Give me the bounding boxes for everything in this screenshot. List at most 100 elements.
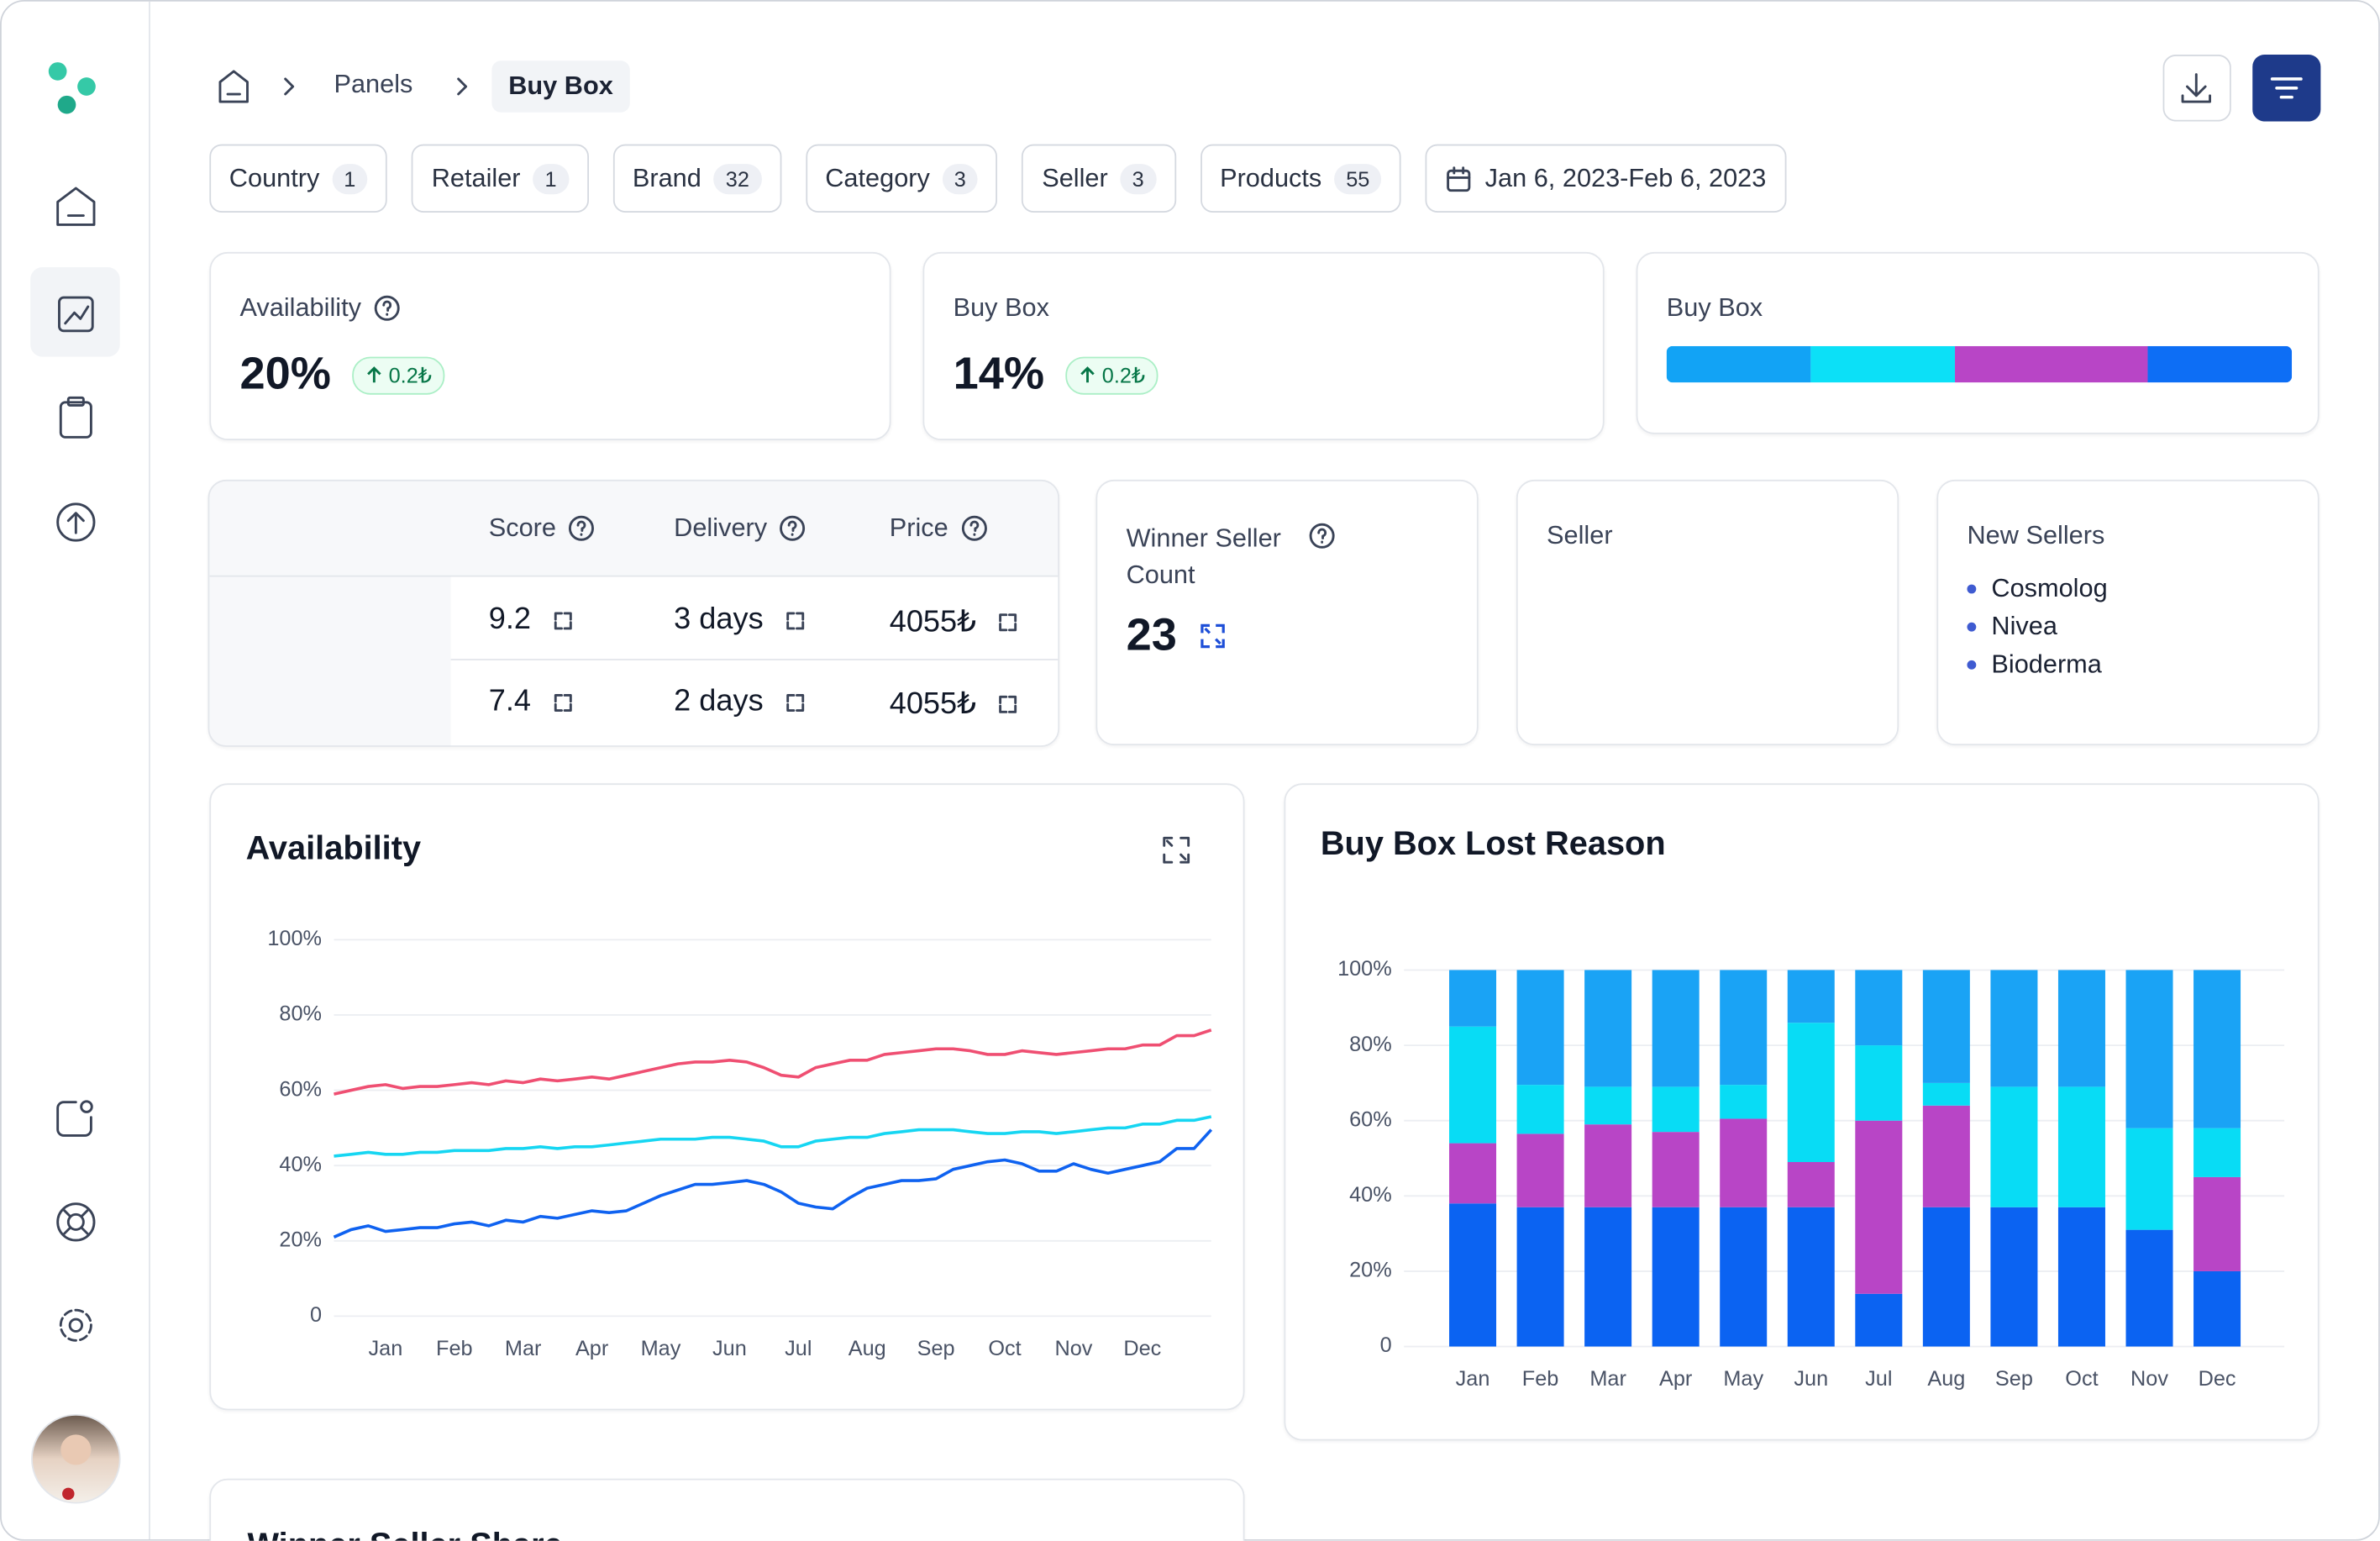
filter-count: 1 [533, 163, 570, 194]
filter-chip[interactable]: Retailer 1 [412, 144, 589, 213]
nav-analytics[interactable] [58, 296, 94, 333]
logo [48, 62, 96, 114]
kpi-title: Availability [239, 292, 362, 323]
seller-title: Seller [1547, 520, 1613, 550]
new-sellers-card: New Sellers Cosmolog Nivea Bioderma [1936, 479, 2320, 746]
help-icon[interactable] [373, 294, 401, 322]
nav-notifications[interactable] [56, 1100, 93, 1137]
nav-clipboard[interactable] [59, 396, 92, 439]
expand-icon[interactable] [997, 693, 1018, 714]
bullet [1967, 660, 1977, 669]
filter-chip[interactable]: Country 1 [209, 144, 388, 213]
expand-icon[interactable] [785, 609, 806, 630]
date-filter[interactable]: Jan 6, 2023-Feb 6, 2023 [1426, 144, 1786, 213]
seller-item: Bioderma [1967, 645, 2107, 683]
lost-reason-card [1284, 783, 2320, 1441]
breadcrumb-home[interactable] [213, 66, 258, 109]
calendar-icon [1447, 166, 1472, 192]
filter-chip[interactable]: Seller 3 [1022, 144, 1176, 213]
seller-item: Cosmolog [1967, 570, 2108, 607]
breadcrumb-sep [457, 77, 468, 96]
seller-name: Nivea [1991, 611, 2057, 640]
table-cells: Score Delivery Price 9.2 3 days 4055₺ 7.4 2 day… [209, 481, 1058, 745]
expand-icon[interactable] [785, 692, 806, 713]
nav-upload[interactable] [56, 502, 96, 542]
sidebar-divider [149, 1, 150, 1539]
seller-name: Bioderma [1991, 649, 2102, 678]
filter-label: Products [1220, 163, 1322, 192]
table-body-bg [450, 576, 1059, 746]
cell-value: 4055₺ [889, 605, 977, 639]
filter-bar: Jan 6, 2023-Feb 6, 2023 Country 1 Retailer… [209, 144, 1786, 213]
breadcrumb-current[interactable]: Buy Box [491, 60, 630, 113]
filter-chip[interactable]: Products 55 [1200, 144, 1402, 213]
bottom-card-title: Winner Seller Share [247, 1526, 562, 1541]
breadcrumb-item[interactable]: Panels [334, 70, 413, 99]
column-title: Score [488, 513, 557, 542]
table-rule [209, 575, 1059, 577]
cell-value: 4055₺ [889, 687, 977, 722]
table-cell: 4055₺ [890, 602, 1019, 640]
expand-icon[interactable] [1159, 834, 1193, 867]
kpi-card: Buy Box 14% 0.2₺ [922, 251, 1605, 440]
chart-title: Availability [245, 828, 422, 867]
cell-value: 9.2 [488, 602, 532, 637]
buy-box-segment [1954, 345, 2148, 383]
expand-icon[interactable] [552, 692, 573, 713]
chart-title: Buy Box Lost Reason [1320, 824, 1666, 863]
nav-settings[interactable] [59, 1308, 92, 1342]
help-icon[interactable] [780, 514, 807, 542]
column-title: Delivery [674, 513, 768, 542]
kpi-change-value: 0.2₺ [388, 361, 432, 387]
bottom-card: Winner Seller Share [209, 1478, 1245, 1541]
filter-button[interactable] [2252, 55, 2321, 122]
bullet [1967, 621, 1977, 631]
table-cell: 2 days [674, 685, 806, 720]
new-sellers-title: New Sellers [1967, 520, 2105, 550]
filter-count: 3 [942, 163, 979, 194]
filter-label: Country [229, 163, 320, 192]
table-cell: 7.4 [489, 685, 574, 720]
avatar[interactable] [31, 1413, 121, 1504]
cell-value: 7.4 [488, 684, 532, 718]
arrow-up [1080, 366, 1095, 383]
nav-support[interactable] [56, 1202, 96, 1242]
filter-count: 1 [331, 163, 368, 194]
help-icon[interactable] [960, 514, 988, 542]
availability-card [209, 783, 1245, 1411]
seller-name: Cosmolog [1991, 573, 2108, 602]
help-icon[interactable] [1308, 523, 1336, 550]
column-header: Price [890, 513, 988, 544]
filter-count: 32 [713, 163, 762, 194]
table-cell: 9.2 [489, 602, 574, 638]
download-button[interactable] [2162, 55, 2231, 122]
filter-chip[interactable]: Category 3 [805, 144, 998, 213]
buy-box-title: Buy Box [1666, 292, 1763, 323]
filter-count: 3 [1120, 163, 1157, 194]
breadcrumb-sep [284, 77, 295, 96]
filter-label: Seller [1042, 163, 1108, 192]
arrow-up [367, 366, 381, 383]
kpi-change: 0.2₺ [352, 355, 446, 394]
date-range: Jan 6, 2023-Feb 6, 2023 [1484, 163, 1767, 192]
cell-value: 3 days [674, 602, 764, 637]
nav-home[interactable] [56, 187, 96, 226]
kpi-title: Buy Box [953, 292, 1049, 323]
buy-box-bar [1666, 345, 2293, 383]
expand-icon[interactable] [1197, 621, 1227, 651]
filter-chip[interactable]: Brand 32 [612, 144, 781, 213]
kpi-card: Availability 20% 0.2₺ [209, 251, 891, 440]
table-rule [450, 659, 1059, 660]
expand-icon[interactable] [552, 609, 573, 630]
expand-icon[interactable] [997, 611, 1018, 632]
column-header: Delivery [674, 513, 806, 544]
help-icon[interactable] [568, 514, 596, 542]
kpi-change-value: 0.2₺ [1101, 361, 1146, 387]
column-header: Score [489, 513, 596, 544]
column-title: Price [889, 513, 948, 542]
sidebar [30, 62, 121, 1504]
filter-label: Retailer [431, 163, 521, 192]
